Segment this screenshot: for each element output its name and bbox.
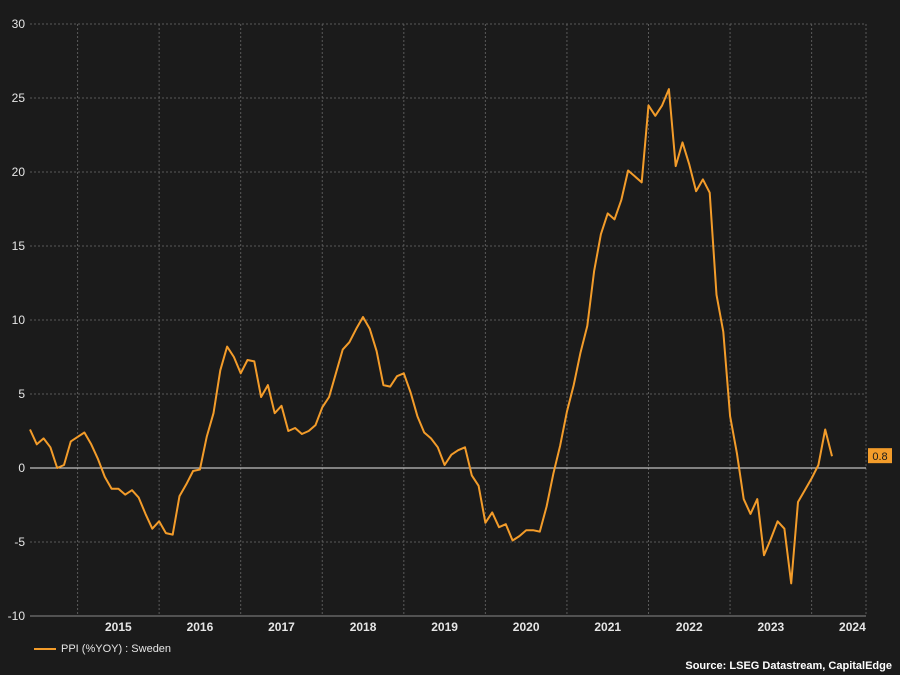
y-tick-label: 10 bbox=[12, 313, 26, 327]
series-layer bbox=[29, 88, 833, 585]
legend-swatch bbox=[34, 648, 56, 650]
y-axis: -10 -5 0 5 10 15 20 25 30 bbox=[8, 17, 26, 623]
x-tick-label: 2019 bbox=[431, 620, 458, 634]
x-axis: 2015 2016 2017 2018 2019 2020 2021 2022 2023 2024 bbox=[105, 620, 866, 634]
y-tick-label: -10 bbox=[8, 609, 26, 623]
x-tick-label: 2015 bbox=[105, 620, 132, 634]
y-tick-label: 30 bbox=[12, 17, 26, 31]
grid-lines bbox=[30, 23, 867, 617]
y-tick-label: 25 bbox=[12, 91, 26, 105]
value-labels: 0.8 bbox=[868, 448, 892, 464]
x-tick-label: 2023 bbox=[757, 620, 784, 634]
x-tick-label: 2016 bbox=[187, 620, 214, 634]
y-tick-label: 0 bbox=[18, 461, 25, 475]
x-tick-label: 2024 bbox=[839, 620, 866, 634]
legend: PPI (%YOY) : Sweden bbox=[34, 643, 171, 655]
source-note: Source: LSEG Datastream, CapitalEdge bbox=[685, 660, 892, 672]
legend-label: PPI (%YOY) : Sweden bbox=[61, 643, 172, 655]
last-value-badge bbox=[868, 448, 892, 464]
y-tick-label: -5 bbox=[14, 535, 25, 549]
y-tick-label: 20 bbox=[12, 165, 26, 179]
series-line-ppi-sweden bbox=[29, 88, 833, 585]
x-tick-label: 2022 bbox=[676, 620, 703, 634]
y-tick-label: 5 bbox=[18, 387, 25, 401]
x-tick-label: 2017 bbox=[268, 620, 295, 634]
x-tick-label: 2021 bbox=[594, 620, 621, 634]
x-tick-label: 2020 bbox=[513, 620, 540, 634]
last-value-label: 0.8 bbox=[872, 451, 887, 463]
x-tick-label: 2018 bbox=[350, 620, 377, 634]
y-tick-label: 15 bbox=[12, 239, 26, 253]
